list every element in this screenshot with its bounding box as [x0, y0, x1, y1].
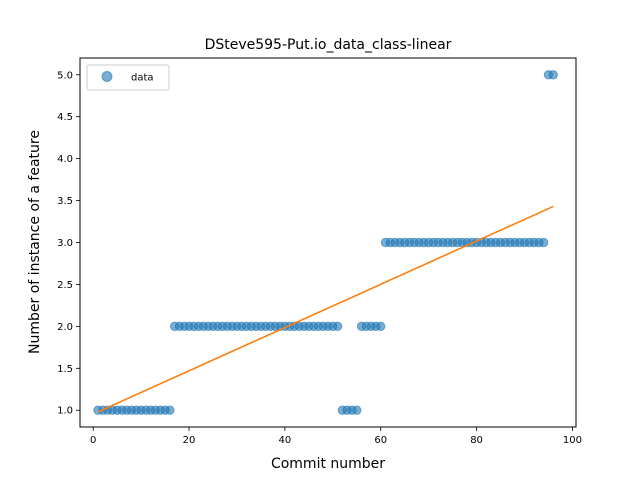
x-tick-label: 100 [563, 435, 582, 446]
x-tick-label: 60 [374, 435, 387, 446]
y-tick-label: 3.0 [57, 238, 73, 249]
y-tick-label: 5.0 [57, 70, 73, 81]
x-axis: 0 20 40 60 80 100 [90, 427, 582, 446]
trend-line [97, 205, 554, 413]
data-point [332, 321, 343, 332]
legend-marker [101, 71, 113, 82]
x-tick-label: 20 [183, 435, 196, 446]
plot-marks [93, 70, 558, 415]
y-tick-label: 4.0 [57, 154, 73, 165]
chart-title: DSteve595-Put.io_data_class-linear [205, 37, 452, 53]
y-tick-label: 2.5 [57, 280, 73, 291]
legend-label: data [131, 73, 154, 84]
y-tick-label: 1.0 [57, 406, 73, 417]
x-tick-label: 80 [470, 435, 483, 446]
y-tick-label: 4.5 [57, 112, 73, 123]
legend-box [86, 64, 170, 91]
data-point [165, 405, 175, 415]
data-point [538, 237, 549, 248]
y-axis: 1.0 1.5 2.0 2.5 3.0 3.5 4.0 4.5 5.0 [57, 70, 80, 417]
x-tick-label: 0 [90, 435, 96, 446]
y-axis-label: Number of instance of a feature [27, 130, 43, 354]
y-tick-label: 1.5 [57, 364, 73, 375]
data-point [548, 70, 558, 80]
y-tick-label: 3.5 [57, 196, 73, 207]
y-tick-label: 2.0 [57, 322, 73, 333]
x-tick-label: 40 [279, 435, 292, 446]
x-axis-label: Commit number [271, 456, 385, 472]
legend: data [86, 64, 170, 91]
data-point [376, 321, 386, 332]
data-point [352, 405, 362, 415]
